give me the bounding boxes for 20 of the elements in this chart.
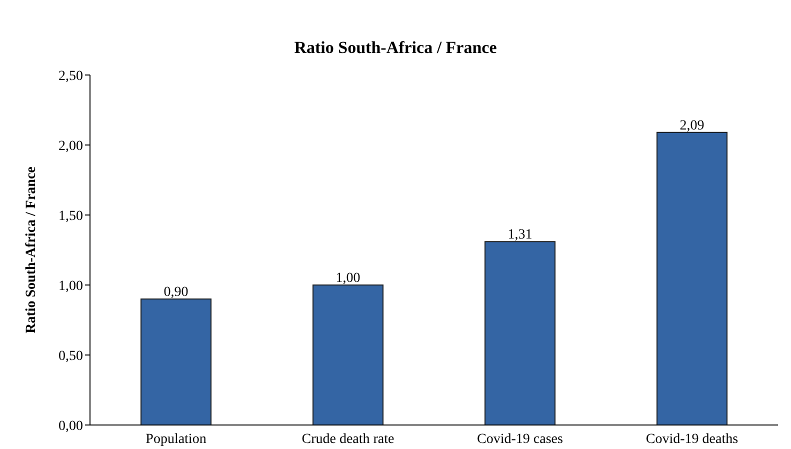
x-tick-label: Population [146, 432, 206, 447]
x-tick-label: Crude death rate [302, 432, 394, 447]
x-tick-label: Covid-19 deaths [646, 432, 738, 447]
y-tick-label: 1,50 [58, 208, 83, 224]
y-tick-label: 1,00 [58, 278, 83, 294]
bar [484, 241, 556, 425]
bar [312, 284, 384, 425]
x-tick-label: Covid-19 cases [477, 432, 563, 447]
bar [656, 132, 728, 425]
y-tick-label: 2,50 [58, 68, 83, 84]
bar [140, 298, 212, 425]
y-tick-label: 0,50 [58, 348, 83, 364]
chart-title: Ratio South-Africa / France [293, 38, 498, 58]
data-label: 1,31 [508, 228, 532, 243]
y-tick-label: 0,00 [58, 418, 83, 434]
data-label: 0,90 [164, 285, 188, 300]
data-label: 2,09 [680, 118, 704, 134]
y-axis-title: Ratio South-Africa / France [24, 166, 39, 334]
data-label: 1,00 [336, 271, 360, 286]
y-tick-label: 2,00 [58, 138, 83, 154]
